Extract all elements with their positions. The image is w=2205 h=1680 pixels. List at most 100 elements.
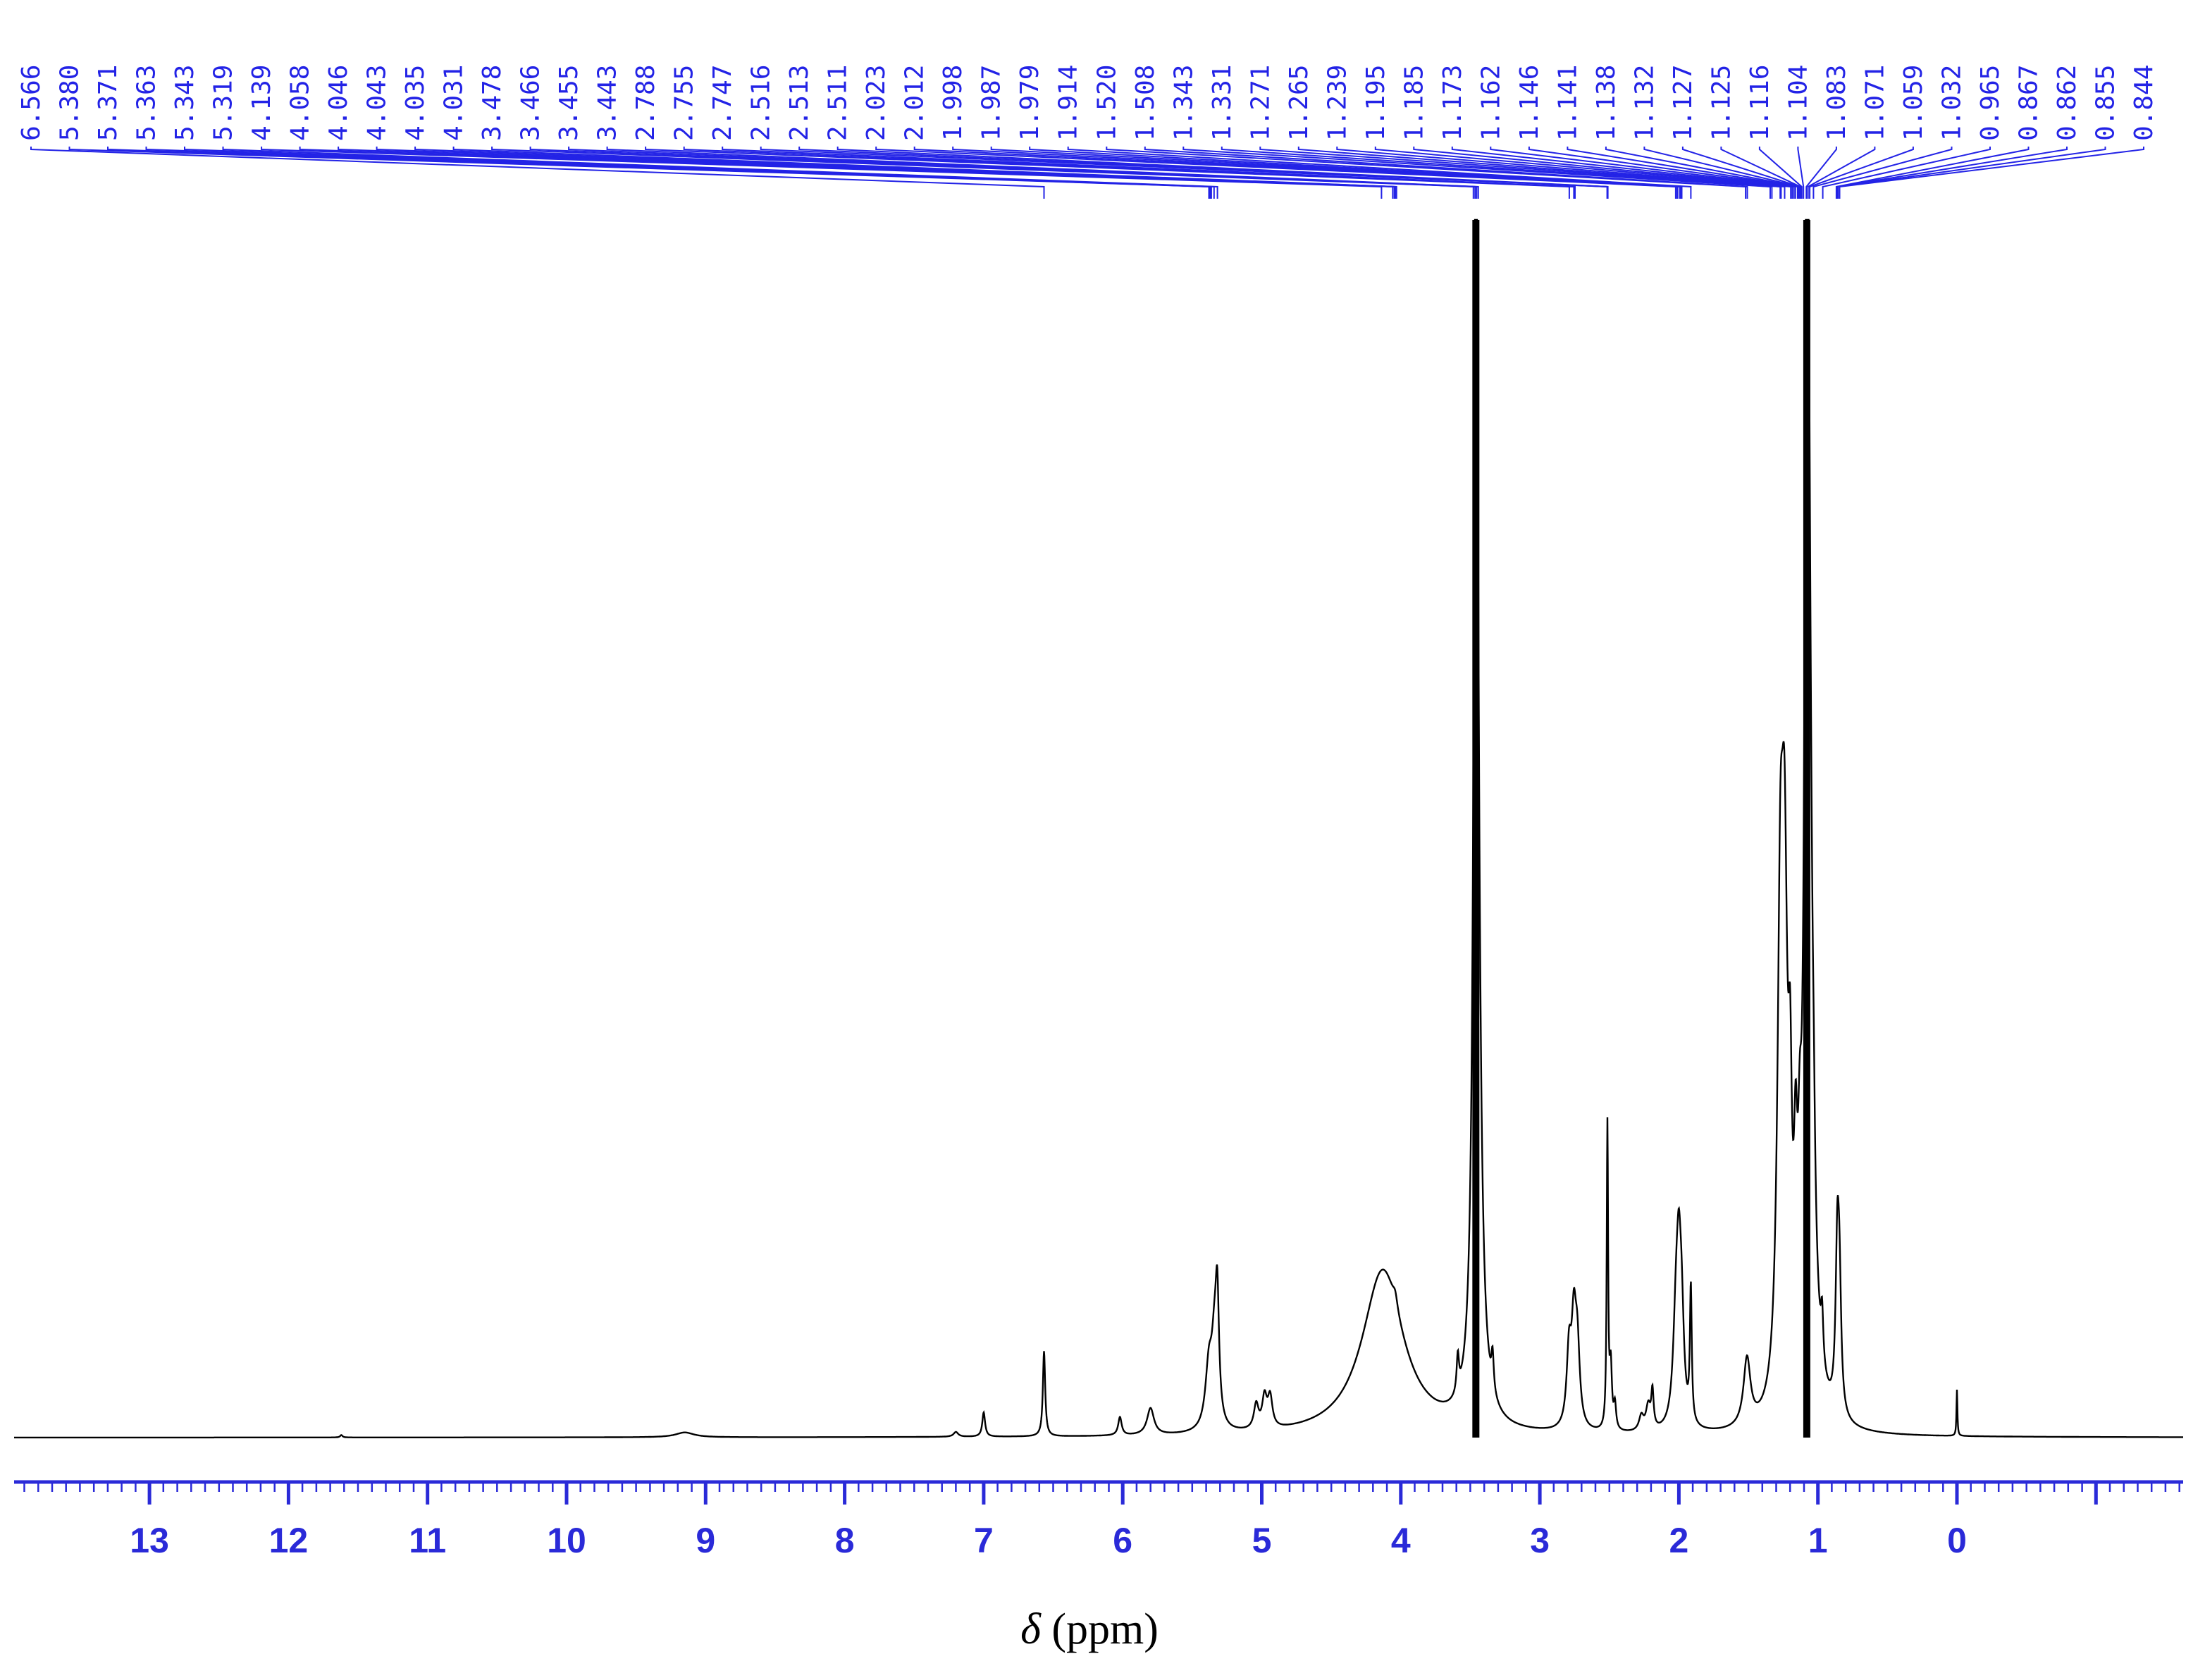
peak-label-15: 3.443 — [593, 65, 622, 141]
x-axis-minor-ticks — [23, 1482, 2180, 1492]
x-axis: 13 12 11 10 9 8 7 6 5 4 3 2 1 0 — [14, 1480, 2183, 1560]
peak-label-46: 1.104 — [1784, 65, 1812, 141]
peak-label-35: 1.195 — [1361, 65, 1390, 141]
peak-label-41: 1.138 — [1592, 65, 1621, 141]
peak-label-5: 5.319 — [209, 65, 238, 141]
peak-label-7: 4.058 — [286, 65, 315, 141]
peak-label-31: 1.331 — [1208, 65, 1237, 141]
peak-label-43: 1.127 — [1669, 65, 1698, 141]
peak-leader-21 — [836, 147, 1609, 199]
peak-leader-36 — [1413, 147, 1793, 199]
peak-label-4: 5.343 — [171, 65, 199, 141]
peak-label-27: 1.914 — [1054, 65, 1083, 141]
x-tick-label: 13 — [130, 1521, 169, 1560]
peak-label-47: 1.083 — [1822, 65, 1851, 141]
x-tick-label: 9 — [696, 1521, 715, 1560]
peak-label-33: 1.265 — [1285, 65, 1314, 141]
x-tick-label: 6 — [1113, 1521, 1132, 1560]
peak-label-0: 6.566 — [17, 65, 46, 141]
peak-leader-4 — [184, 147, 1215, 199]
peak-leader-25 — [990, 147, 1681, 199]
peak-label-34: 1.239 — [1323, 65, 1352, 141]
peak-label-13: 3.466 — [517, 65, 545, 141]
peak-label-11: 4.031 — [440, 65, 469, 141]
peak-label-45: 1.116 — [1746, 65, 1774, 141]
peak-leader-22 — [875, 147, 1676, 199]
peak-label-28: 1.520 — [1092, 65, 1121, 141]
x-axis-title-unit: (ppm) — [1051, 1605, 1159, 1653]
peak-label-8: 4.046 — [324, 65, 353, 141]
peak-label-30: 1.343 — [1169, 65, 1198, 141]
peak-leader-0 — [30, 147, 1045, 199]
peak-leader-28 — [1106, 147, 1747, 199]
peak-leader-37 — [1451, 147, 1795, 199]
peak-label-14: 3.455 — [555, 65, 583, 141]
x-tick-label: 8 — [835, 1521, 855, 1560]
x-axis-title-space — [1041, 1605, 1052, 1653]
spectrum-trace — [14, 218, 2183, 1439]
peak-label-50: 1.032 — [1937, 65, 1966, 141]
x-tick-label: 0 — [1947, 1521, 1967, 1560]
peak-label-2: 5.371 — [94, 65, 123, 141]
peak-label-51: 0.965 — [1976, 65, 2005, 141]
peak-label-25: 1.987 — [977, 65, 1006, 141]
peak-leader-33 — [1297, 147, 1782, 199]
peak-label-52: 0.867 — [2014, 65, 2043, 141]
peak-label-6: 4.139 — [247, 65, 276, 141]
peak-leader-11 — [452, 147, 1397, 199]
peak-label-26: 1.979 — [1015, 65, 1044, 141]
x-tick-label: 2 — [1669, 1521, 1688, 1560]
peak-label-37: 1.173 — [1438, 65, 1467, 141]
peak-label-55: 0.844 — [2130, 65, 2158, 141]
peak-leader-48 — [1807, 147, 1876, 199]
peak-leader-5 — [222, 147, 1218, 199]
peak-label-24: 1.998 — [939, 65, 968, 141]
peak-leader-13 — [529, 147, 1476, 199]
peak-label-16: 2.788 — [631, 65, 660, 141]
peak-label-12: 3.478 — [478, 65, 507, 141]
peak-label-40: 1.141 — [1553, 65, 1582, 141]
peak-label-39: 1.146 — [1515, 65, 1544, 141]
peak-leader-41 — [1605, 147, 1800, 199]
peak-label-48: 1.071 — [1860, 65, 1889, 141]
peak-leader-45 — [1758, 147, 1803, 199]
peak-label-3: 5.363 — [132, 65, 161, 141]
peak-leader-26 — [1029, 147, 1683, 199]
peak-label-32: 1.271 — [1246, 65, 1275, 141]
x-tick-label: 1 — [1808, 1521, 1828, 1560]
peak-leader-35 — [1374, 147, 1792, 199]
spectrum-trace-group — [14, 218, 2183, 1439]
x-tick-label: 12 — [269, 1521, 309, 1560]
peak-label-53: 0.862 — [2053, 65, 2082, 141]
x-tick-label: 5 — [1252, 1521, 1272, 1560]
peak-leader-44 — [1720, 147, 1801, 199]
spectrum-peak-2 — [1803, 220, 1810, 1438]
peak-leader-7 — [299, 147, 1394, 199]
peak-label-17: 2.755 — [670, 65, 699, 141]
peak-leader-31 — [1221, 147, 1773, 199]
peak-label-9: 4.043 — [363, 65, 392, 141]
peak-label-1: 5.380 — [56, 65, 85, 141]
peak-leader-50 — [1812, 147, 1953, 199]
peak-leader-27 — [1067, 147, 1692, 199]
peak-label-49: 1.059 — [1899, 65, 1928, 141]
peak-leader-29 — [1144, 147, 1748, 199]
peak-label-44: 1.125 — [1707, 65, 1736, 141]
peak-label-38: 1.162 — [1476, 65, 1505, 141]
x-tick-label: 4 — [1391, 1521, 1411, 1560]
peak-leader-47 — [1805, 147, 1837, 199]
peak-label-19: 2.516 — [747, 65, 776, 141]
peak-leader-6 — [261, 147, 1383, 199]
peak-leader-3 — [145, 147, 1212, 199]
peak-label-36: 1.185 — [1400, 65, 1428, 141]
peak-label-54: 0.855 — [2091, 65, 2120, 141]
peak-leader-24 — [952, 147, 1680, 199]
peak-leader-51 — [1822, 147, 1991, 199]
peak-label-23: 2.012 — [901, 65, 929, 141]
peak-leader-18 — [722, 147, 1576, 199]
peak-leader-15 — [606, 147, 1479, 199]
peak-label-22: 2.023 — [862, 65, 891, 141]
peak-leader-46 — [1797, 147, 1805, 199]
